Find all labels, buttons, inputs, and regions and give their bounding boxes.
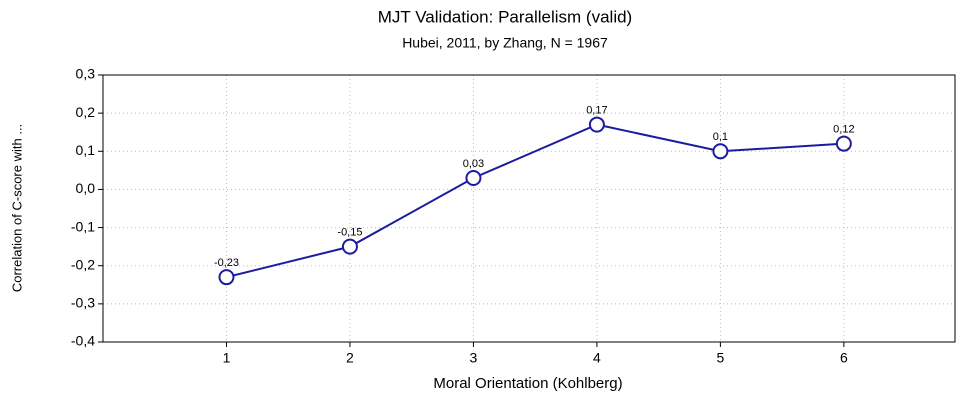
marker [341,238,358,255]
marker [835,135,852,152]
x-axis-label: Moral Orientation (Kohlberg) [433,375,622,392]
plot-frame [102,74,956,343]
y-tick-label: 0,1 [76,142,96,158]
y-tick-label: 0,2 [76,104,96,120]
marker [465,169,482,186]
marker [588,116,605,133]
chart-subtitle: Hubei, 2011, by Zhang, N = 1967 [402,35,608,51]
x-tick-label: 4 [593,350,601,366]
x-tick-label: 5 [716,350,724,366]
data-label: 0,12 [833,124,854,136]
y-tick-label: -0,2 [71,256,95,272]
y-tick-label: 0,0 [76,180,96,196]
y-tick-label: -0,1 [71,218,95,234]
y-tick-label: 0,3 [76,66,96,82]
line [226,123,844,279]
y-axis-label: Correlation of C-score with ... [9,124,24,292]
x-tick-label: 1 [223,350,231,366]
data-label: 0,1 [713,131,728,143]
y-tick-label: -0,3 [71,295,95,311]
x-tick-label: 3 [470,350,478,366]
marker [712,143,729,160]
x-tick-label: 2 [346,350,354,366]
data-label: -0,15 [337,227,362,239]
chart-title: MJT Validation: Parallelism (valid) [378,7,632,26]
marker [218,269,235,286]
x-tick-label: 6 [840,350,848,366]
data-label: 0,03 [463,158,484,170]
data-label: -0,23 [214,257,239,269]
data-label: 0,17 [586,104,607,116]
y-tick-label: -0,4 [71,333,95,349]
